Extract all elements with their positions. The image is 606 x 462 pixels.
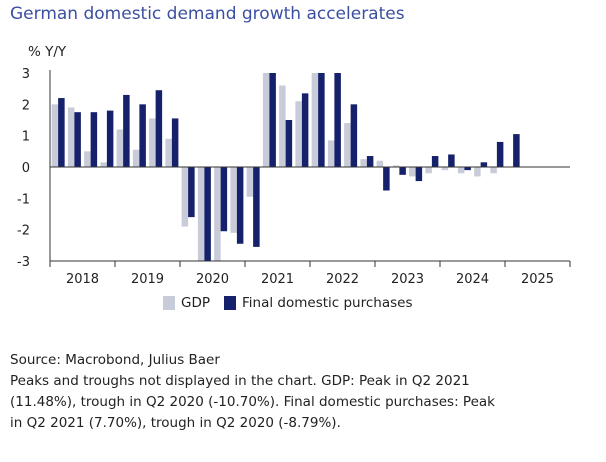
fdp-bar [139,104,146,167]
legend-swatch-gdp [163,296,175,310]
gdp-bar [344,123,351,167]
fdp-bar [448,154,455,167]
fdp-bar [204,167,211,261]
gdp-bar [51,104,59,167]
legend-label-fdp: Final domestic purchases [242,295,413,311]
x-tick-label: 2024 [456,272,489,287]
legend-swatch-fdp [224,296,236,310]
fdp-bar [90,112,98,167]
fdp-bar [513,134,520,167]
x-tick-label: 2019 [131,272,164,287]
fdp-bar [123,94,130,167]
fdp-bar [383,167,390,191]
fdp-bar [253,167,260,247]
fdp-bar [236,167,244,244]
x-tick-label: 2023 [391,272,424,287]
legend-item-gdp: GDP [163,295,210,311]
fdp-bar [366,156,374,167]
gdp-bar [457,167,465,174]
gdp-bar [392,165,400,167]
gdp-bar [84,151,91,167]
gdp-bar [181,167,189,227]
x-tick-label: 2021 [261,272,294,287]
gdp-bar [100,162,107,167]
legend: GDP Final domestic purchases [163,295,426,311]
y-tick-label: 2 [22,98,30,113]
x-tick-label: 2018 [66,272,99,287]
gdp-bar [376,160,384,167]
x-tick-label: 2025 [521,272,554,287]
gdp-bar [246,167,254,197]
chart-title: German domestic demand growth accelerate… [10,4,405,24]
fdp-bar [480,162,488,167]
fdp-bar [188,167,195,218]
fdp-bar [415,167,423,182]
fdp-bar [171,118,179,167]
gdp-bar [409,167,416,177]
gdp-bar [149,118,156,167]
note-line-1: Peaks and troughs not displayed in the c… [10,373,470,389]
gdp-bar [311,73,319,167]
gdp-bar [165,138,172,167]
fdp-bar [285,120,293,167]
gdp-bar [360,159,367,167]
footnotes: Source: Macrobond, Julius Baer Peaks and… [10,350,600,434]
x-tick-label: 2022 [326,272,359,287]
gdp-bar [295,101,302,167]
fdp-bar [58,98,65,167]
gdp-bar [474,167,481,177]
gdp-bar [67,107,75,167]
gdp-bar [279,85,286,167]
gdp-bar [230,167,237,233]
gdp-bar [490,167,497,174]
y-tick-label: 0 [22,161,30,176]
fdp-bar [301,93,309,167]
fdp-bar [350,104,358,167]
note-line-2: (11.48%), trough in Q2 2020 (-10.70%). F… [10,394,495,410]
gdp-bar [132,149,140,167]
gdp-bar [441,167,449,171]
gdp-bar [425,167,432,174]
fdp-bar [106,110,114,167]
y-tick-label: -1 [17,192,30,207]
fdp-bar [269,73,276,167]
fdp-bar [399,167,406,175]
fdp-bar [464,167,471,171]
fdp-bar [74,112,81,167]
y-tick-label: 1 [22,130,30,145]
source-note: Source: Macrobond, Julius Baer [10,352,220,368]
fdp-bar [220,167,228,232]
fdp-bar [318,73,325,167]
gdp-bar [214,167,221,261]
fdp-bar [431,156,439,167]
note-line-3: in Q2 2021 (7.70%), trough in Q2 2020 (-… [10,415,341,431]
y-tick-label: 3 [22,67,30,82]
gdp-bar [262,73,270,167]
y-tick-label: -3 [17,255,30,270]
x-tick-label: 2020 [196,272,229,287]
y-axis-label: % Y/Y [28,44,67,60]
bar-chart: 3 2 1 0 -1 -2 -3 2018 2019 2020 2021 2022 2023 2024 2… [17,44,571,287]
y-tick-label: -2 [17,224,30,239]
fdp-bar [496,141,504,167]
gdp-bar [197,167,205,261]
legend-label-gdp: GDP [181,295,210,311]
fdp-bar [334,73,341,167]
gdp-bar [116,129,124,167]
gdp-bar [327,140,335,167]
legend-item-fdp: Final domestic purchases [224,295,412,311]
fdp-bar [155,90,163,167]
